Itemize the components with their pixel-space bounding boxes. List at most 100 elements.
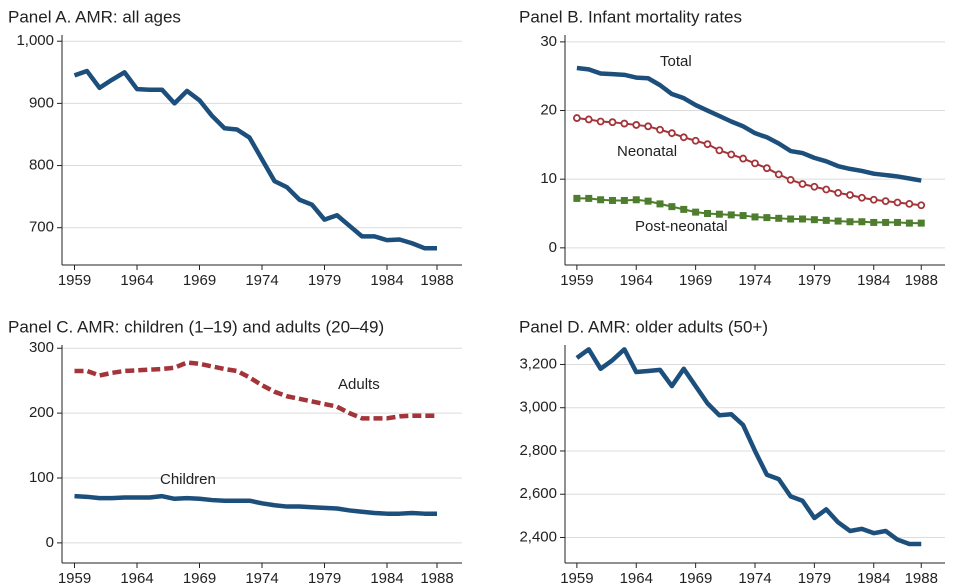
y-tick-label: 200 [29,404,54,421]
x-tick-label: 1959 [58,272,91,289]
point-marker [834,217,842,225]
point-marker [894,218,901,226]
x-tick-label: 1974 [738,570,771,587]
point-marker [656,125,664,134]
point-marker [882,218,890,226]
point-marker [846,191,854,199]
point-marker [644,122,653,131]
x-tick-label: 1964 [120,272,153,289]
x-tick-label: 1988 [420,570,453,587]
y-tick-label: 700 [29,219,54,236]
point-marker [632,196,640,204]
y-tick-label: 10 [540,170,557,187]
point-marker [858,218,866,226]
y-tick-label: 100 [29,469,54,486]
x-tick-label: 1988 [420,272,453,289]
point-marker [679,133,688,142]
x-tick-label: 1969 [183,272,216,289]
series-label: Adults [338,376,380,393]
y-tick-label: 3,200 [519,355,557,372]
x-tick-label: 1988 [905,570,938,587]
point-marker [609,196,616,204]
point-marker [834,189,843,197]
data-line [73,68,437,251]
point-marker [704,210,711,218]
x-tick-label: 1979 [308,570,341,587]
point-marker [775,214,783,222]
panel-title: Panel C. AMR: children (1–19) and adults… [8,317,384,336]
y-tick-label: 20 [540,101,557,118]
data-line [576,65,922,183]
point-marker [799,215,806,223]
y-tick-label: 2,400 [519,528,557,545]
y-tick-label: 1,000 [16,32,54,49]
x-tick-label: 1974 [245,570,278,587]
data-line [74,493,437,516]
y-tick-label: 2,600 [519,485,557,502]
panel-title: Panel A. AMR: all ages [8,7,181,26]
point-marker [715,210,723,218]
panel-title: Panel D. AMR: older adults (50+) [519,317,768,336]
x-tick-label: 1984 [857,570,890,587]
y-tick-label: 300 [29,339,54,356]
point-marker [739,154,748,163]
point-marker [905,199,914,208]
series-label: Neonatal [617,143,677,160]
point-marker [917,201,926,210]
y-tick-label: 30 [540,33,557,50]
point-marker [846,218,854,226]
y-tick-label: 800 [29,157,54,174]
point-marker [917,219,925,227]
x-tick-label: 1979 [798,570,831,587]
point-marker [893,198,902,207]
x-tick-label: 1959 [560,272,593,289]
point-marker [751,213,759,221]
point-marker [727,150,736,159]
x-tick-label: 1959 [560,570,593,587]
x-tick-label: 1964 [620,570,653,587]
x-tick-label: 1984 [857,272,890,289]
point-marker [822,185,831,194]
point-marker [870,218,878,226]
x-tick-label: 1984 [370,272,403,289]
point-marker [739,212,747,220]
point-marker [644,197,652,205]
x-tick-label: 1974 [738,272,771,289]
point-marker [762,164,771,173]
point-marker [596,117,605,126]
data-line [575,347,922,547]
point-marker [727,211,735,219]
point-marker [667,129,676,138]
x-tick-label: 1959 [58,570,91,587]
point-marker [869,195,878,204]
point-marker [691,136,700,145]
y-tick-label: 0 [46,534,54,551]
point-marker [608,118,617,127]
point-marker [656,200,664,208]
x-tick-label: 1964 [620,272,653,289]
point-marker [632,121,641,129]
x-tick-label: 1969 [183,570,216,587]
point-marker [680,205,688,213]
y-tick-label: 2,800 [519,442,557,459]
x-tick-label: 1969 [679,570,712,587]
panel-title: Panel B. Infant mortality rates [519,7,742,26]
point-marker [810,216,818,224]
point-marker [810,182,819,191]
point-marker [584,115,593,124]
point-marker [597,196,605,204]
data-line [576,197,922,225]
point-marker [881,197,890,206]
point-marker [905,219,913,227]
y-tick-label: 900 [29,94,54,111]
series-label: Children [160,471,216,488]
point-marker [857,193,866,202]
point-marker [715,146,724,155]
point-marker [620,196,628,204]
point-marker [572,114,581,122]
point-marker [703,140,712,149]
point-marker [751,159,759,168]
x-tick-label: 1979 [798,272,831,289]
x-tick-label: 1974 [245,272,278,289]
